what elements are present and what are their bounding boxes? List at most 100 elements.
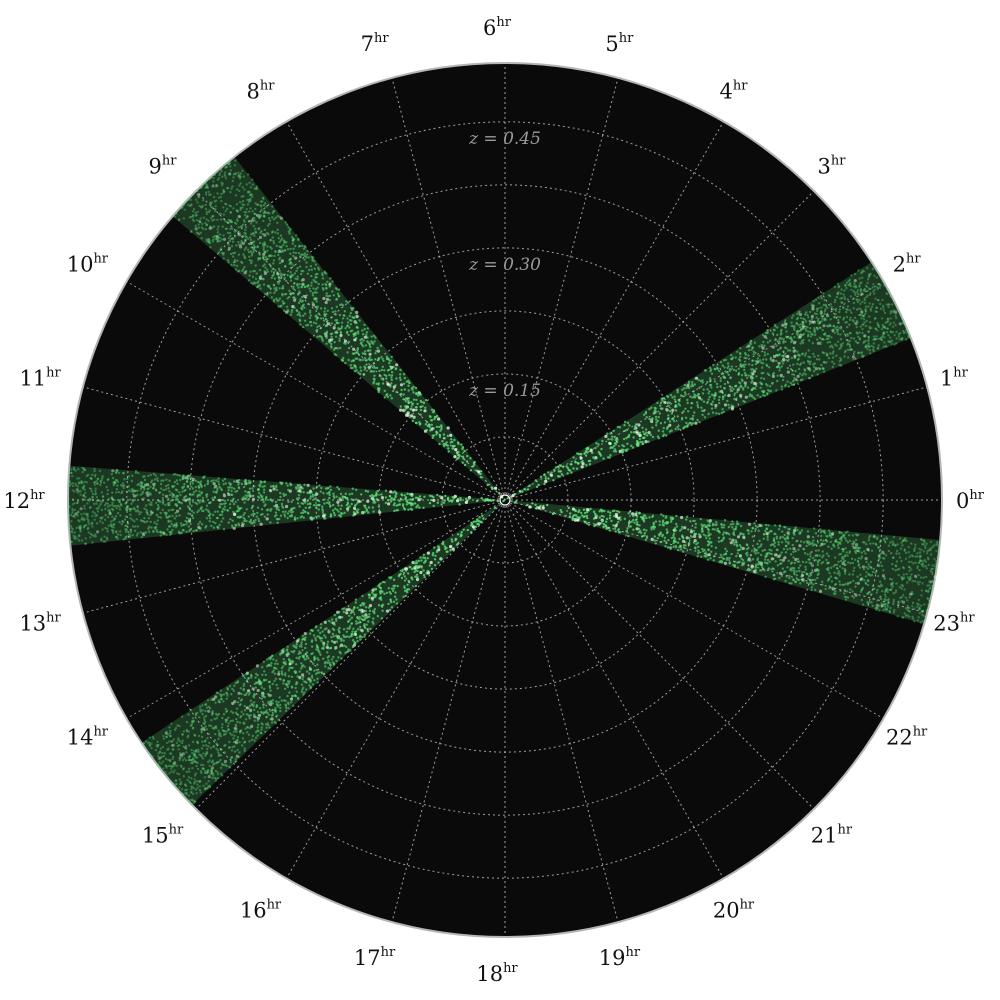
galaxy-point bbox=[197, 522, 200, 526]
galaxy-point bbox=[195, 231, 199, 234]
galaxy-point bbox=[856, 341, 859, 345]
galaxy-point bbox=[432, 504, 435, 508]
galaxy-point bbox=[796, 333, 800, 337]
galaxy-point bbox=[830, 305, 833, 309]
galaxy-point bbox=[236, 218, 239, 221]
galaxy-point bbox=[274, 722, 277, 725]
galaxy-point bbox=[733, 392, 737, 395]
galaxy-point bbox=[272, 272, 276, 275]
galaxy-point bbox=[346, 351, 349, 354]
galaxy-point bbox=[869, 272, 872, 276]
galaxy-point bbox=[853, 282, 856, 285]
galaxy-point bbox=[254, 207, 257, 211]
galaxy-point bbox=[157, 506, 160, 509]
galaxy-point bbox=[870, 326, 873, 330]
galaxy-point bbox=[249, 270, 252, 273]
galaxy-point bbox=[254, 676, 257, 679]
galaxy-point bbox=[807, 330, 810, 333]
galaxy-point bbox=[215, 717, 218, 720]
galaxy-point bbox=[644, 440, 648, 444]
galaxy-point bbox=[627, 435, 631, 438]
galaxy-point bbox=[87, 531, 91, 534]
galaxy-point bbox=[237, 483, 240, 486]
galaxy-point bbox=[387, 357, 390, 360]
galaxy-point bbox=[239, 182, 242, 185]
galaxy-point bbox=[259, 480, 262, 483]
galaxy-point bbox=[450, 538, 453, 541]
galaxy-point bbox=[750, 342, 753, 346]
galaxy-point bbox=[379, 590, 382, 593]
galaxy-point bbox=[718, 369, 721, 373]
galaxy-point bbox=[812, 299, 815, 303]
galaxy-point bbox=[310, 268, 313, 271]
galaxy-point bbox=[319, 307, 323, 310]
galaxy-point bbox=[273, 287, 276, 290]
galaxy-point bbox=[825, 361, 828, 364]
galaxy-point bbox=[621, 448, 624, 451]
galaxy-point bbox=[690, 385, 693, 388]
galaxy-point bbox=[395, 602, 399, 605]
galaxy-point bbox=[748, 395, 751, 398]
galaxy-point bbox=[685, 421, 688, 425]
galaxy-point bbox=[462, 528, 465, 531]
galaxy-point bbox=[861, 323, 864, 326]
galaxy-point bbox=[267, 285, 270, 288]
galaxy-point bbox=[106, 492, 109, 496]
galaxy-point bbox=[293, 516, 297, 519]
galaxy-point bbox=[68, 506, 71, 509]
galaxy-point bbox=[94, 489, 97, 493]
galaxy-point bbox=[289, 292, 293, 296]
galaxy-point bbox=[365, 363, 368, 366]
galaxy-point bbox=[820, 320, 823, 323]
galaxy-point bbox=[295, 656, 298, 660]
galaxy-point bbox=[234, 172, 237, 176]
galaxy-point bbox=[339, 346, 342, 350]
galaxy-point bbox=[207, 510, 210, 514]
galaxy-point bbox=[449, 433, 453, 437]
galaxy-point bbox=[803, 354, 807, 357]
galaxy-point bbox=[259, 204, 262, 207]
galaxy-point bbox=[308, 287, 311, 290]
galaxy-point bbox=[272, 666, 276, 669]
galaxy-point bbox=[93, 475, 97, 478]
galaxy-point bbox=[218, 233, 222, 236]
galaxy-point bbox=[335, 495, 338, 498]
galaxy-point bbox=[290, 308, 294, 312]
galaxy-point bbox=[862, 341, 865, 344]
galaxy-point bbox=[404, 496, 408, 499]
galaxy-point bbox=[876, 298, 880, 302]
galaxy-point bbox=[628, 424, 631, 427]
galaxy-point bbox=[873, 338, 876, 341]
galaxy-point bbox=[420, 400, 423, 404]
galaxy-point bbox=[549, 473, 554, 477]
galaxy-point bbox=[351, 359, 355, 362]
galaxy-point bbox=[796, 316, 800, 320]
galaxy-point bbox=[310, 274, 313, 278]
galaxy-point bbox=[730, 404, 733, 407]
galaxy-point bbox=[833, 285, 837, 288]
galaxy-point bbox=[585, 464, 588, 467]
galaxy-point bbox=[205, 223, 208, 227]
galaxy-point bbox=[358, 615, 361, 619]
galaxy-point bbox=[419, 556, 422, 559]
galaxy-point bbox=[227, 162, 230, 165]
galaxy-point bbox=[321, 337, 324, 341]
galaxy-point bbox=[237, 486, 240, 489]
galaxy-point bbox=[739, 364, 742, 367]
galaxy-point bbox=[131, 474, 134, 477]
galaxy-point bbox=[295, 309, 298, 312]
galaxy-point bbox=[146, 491, 149, 494]
galaxy-point bbox=[843, 289, 846, 292]
galaxy-point bbox=[788, 337, 791, 340]
galaxy-point bbox=[292, 239, 295, 242]
galaxy-point bbox=[698, 386, 701, 389]
galaxy-point bbox=[277, 276, 281, 279]
galaxy-point bbox=[428, 415, 432, 418]
galaxy-point bbox=[804, 320, 808, 323]
galaxy-point bbox=[771, 382, 774, 385]
galaxy-point bbox=[342, 356, 345, 360]
galaxy-point bbox=[215, 479, 218, 482]
galaxy-point bbox=[440, 557, 443, 561]
galaxy-point bbox=[330, 658, 334, 661]
